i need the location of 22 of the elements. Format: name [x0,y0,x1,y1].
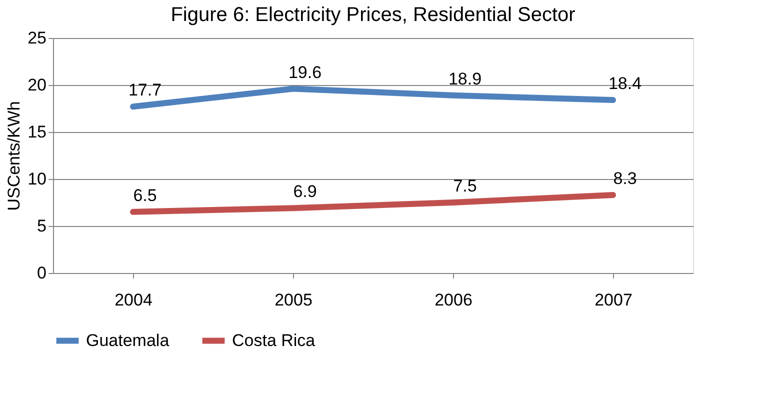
y-tick-label: 5 [37,216,46,236]
data-label: 18.9 [448,69,482,88]
data-label: 6.9 [293,182,317,202]
x-tick-label: 2005 [274,290,312,310]
y-tick-label: 15 [28,122,46,142]
legend-label: Costa Rica [232,330,316,350]
data-label: 6.5 [133,186,157,205]
data-label: 19.6 [288,62,322,82]
y-tick-label: 25 [28,28,46,48]
y-tick-label: 20 [28,76,46,94]
data-label: 8.3 [613,168,637,188]
data-label: 17.7 [128,80,162,100]
legend-label: Guatemala [86,330,170,350]
data-label: 18.4 [608,74,642,94]
x-tick-label: 2006 [434,290,472,310]
chart-title: Figure 6: Electricity Prices, Residential Sector [170,4,576,26]
y-tick-label: 10 [28,170,46,188]
data-label: 7.5 [453,176,477,196]
y-tick-label: 0 [37,264,46,282]
x-tick-label: 2007 [594,290,632,310]
x-tick-label: 2004 [114,290,152,310]
y-axis-title: USCents/KWh [4,101,24,211]
